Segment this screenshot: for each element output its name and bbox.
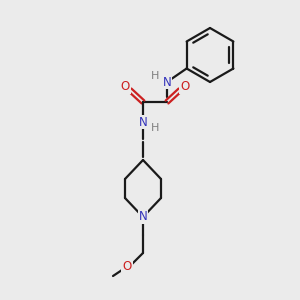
Text: H: H (151, 123, 159, 133)
Text: H: H (151, 71, 159, 81)
Text: N: N (139, 116, 147, 128)
Text: O: O (180, 80, 190, 94)
Text: O: O (122, 260, 132, 274)
Text: N: N (163, 76, 171, 88)
Text: N: N (139, 211, 147, 224)
Text: O: O (120, 80, 130, 94)
